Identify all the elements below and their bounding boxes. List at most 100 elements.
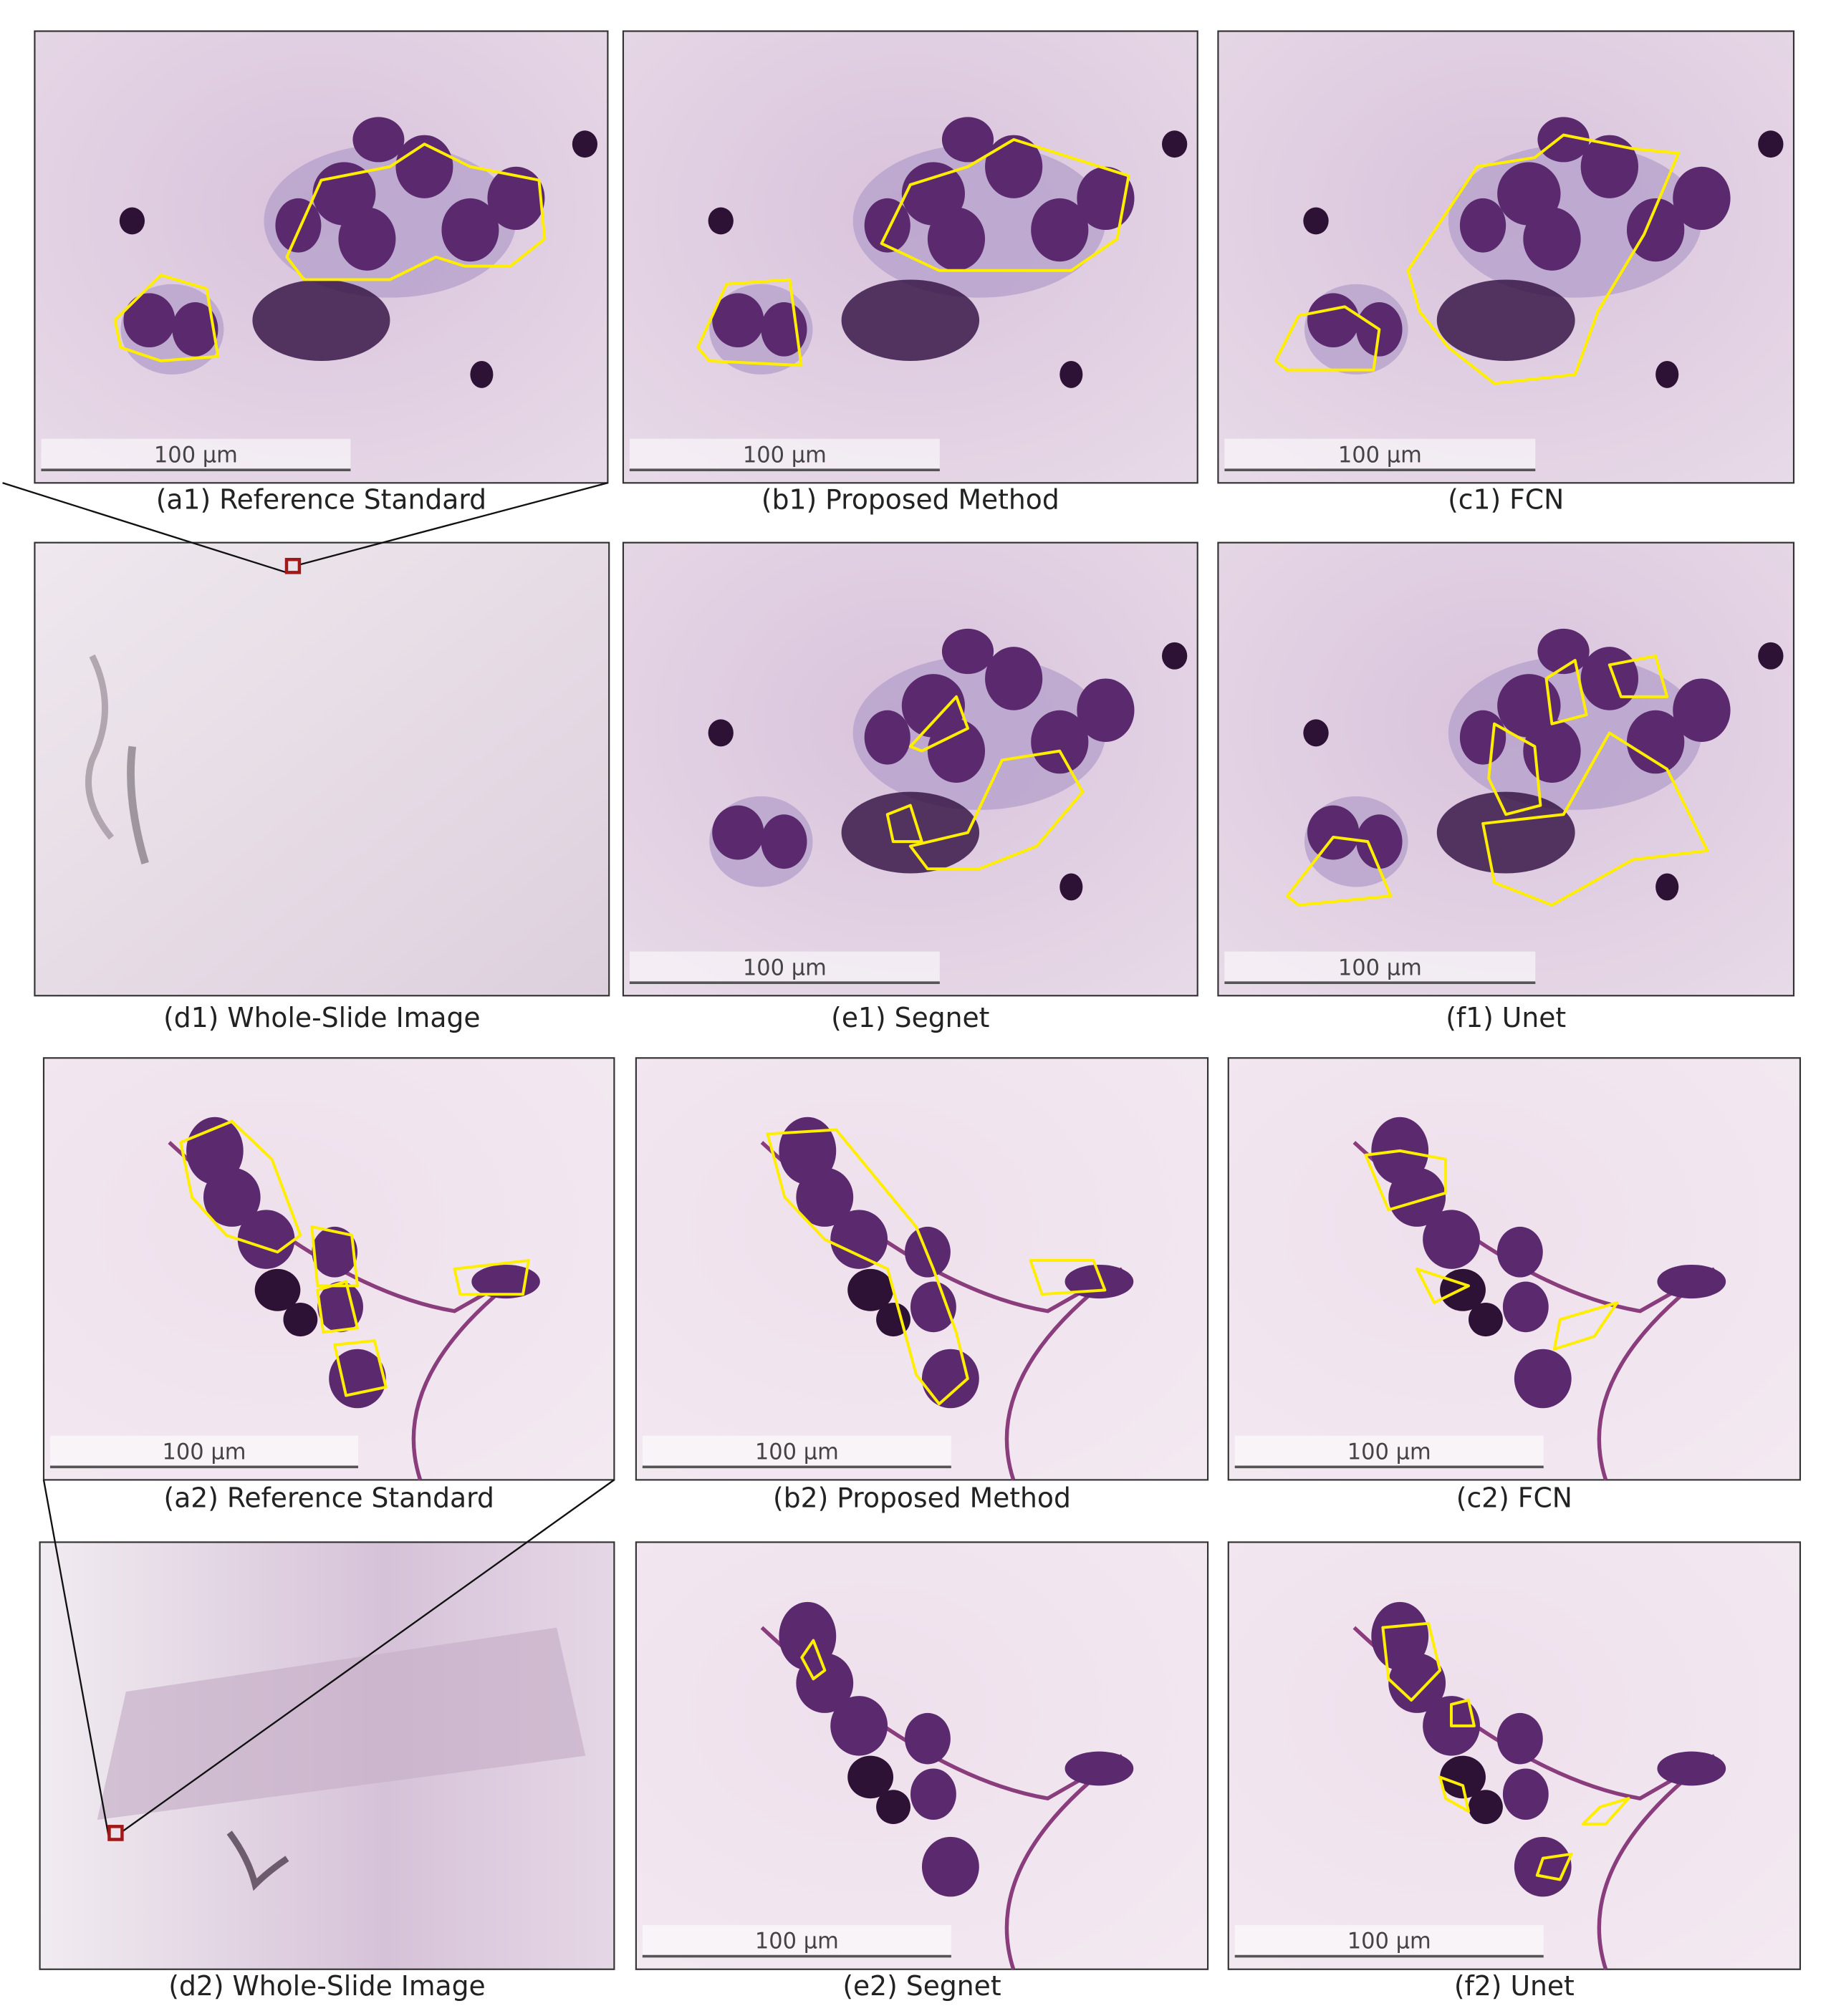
nucleus [1077, 678, 1135, 743]
nucleus [1307, 293, 1360, 348]
nucleus [1657, 1264, 1726, 1299]
nucleus [1657, 1751, 1726, 1786]
figure-panel: (d1) Whole-Slide Image [34, 541, 610, 1033]
dark-nucleus [1758, 642, 1784, 670]
nucleus [1459, 710, 1506, 765]
nucleus [1077, 166, 1135, 231]
nucleus [927, 207, 986, 271]
segmentation-outline [1364, 1149, 1448, 1212]
figure-panel: 100 µm (a1) Reference Standard [34, 30, 609, 516]
scale-bar-bg [642, 1435, 951, 1467]
nucleus [172, 302, 218, 357]
scale-bar-label: 100 µm [743, 443, 827, 468]
scale-bar-label: 100 µm [755, 1929, 839, 1954]
segmentation-outline [113, 274, 220, 362]
nucleus [712, 805, 764, 860]
dark-nucleus [1655, 360, 1679, 388]
nucleus [1673, 166, 1731, 231]
nucleus [1626, 710, 1685, 774]
segmentation-outline [310, 1225, 359, 1288]
scale-bar-bg [642, 1925, 951, 1957]
micrograph [1217, 30, 1795, 484]
nucleus [1580, 135, 1639, 198]
nucleus [1514, 1349, 1572, 1409]
segmentation-outline [1285, 835, 1393, 907]
figure-panel: 100 µm (b2) Proposed Method [635, 1057, 1209, 1514]
debris [1436, 791, 1575, 874]
dark-nucleus [1303, 719, 1329, 747]
segmentation-outline [1406, 133, 1681, 385]
dark-nucleus [1162, 642, 1188, 670]
dark-nucleus [254, 1268, 301, 1311]
nucleus [329, 1349, 386, 1409]
nucleus [1523, 207, 1581, 271]
zoom-connector [42, 1480, 110, 1840]
nucleus [1514, 1836, 1572, 1897]
scale-bar-bg [629, 951, 940, 983]
figure-panel: 100 µm(e1) Segnet [622, 541, 1198, 1033]
nucleus [1031, 198, 1089, 262]
nucleus [985, 647, 1043, 710]
tissue-streak [97, 1627, 586, 1820]
nucleus [1065, 1264, 1134, 1299]
scale-bar-label: 100 µm [755, 1439, 839, 1465]
segmentation-outline [800, 1639, 827, 1681]
nucleus [921, 1836, 979, 1897]
figure-panel: (d2) Whole-Slide Image [39, 1541, 615, 2002]
segmentation-outline [880, 138, 1130, 272]
scale-bar-bg [1224, 438, 1536, 471]
nucleus [1388, 1167, 1446, 1227]
nucleus [123, 293, 176, 348]
figure-panel: 100 µm (c2) FCN [1227, 1057, 1802, 1514]
nucleus [487, 166, 545, 231]
whole-slide [34, 541, 610, 997]
panel-caption: (d1) Whole-Slide Image [163, 1002, 480, 1033]
panel-caption: (c1) FCN [1448, 483, 1564, 515]
debris [841, 791, 980, 874]
figure-panel: 100 µm (b1) Proposed Method [622, 30, 1198, 516]
roi-box [284, 557, 302, 574]
figure-panel: 100 µm (c1) FCN [1217, 30, 1795, 516]
zoom-connector [121, 1479, 615, 1833]
debris [1436, 279, 1575, 361]
nucleus [441, 198, 499, 262]
segmentation-outline [1607, 654, 1669, 698]
scale-bar-bg [1224, 951, 1536, 983]
dark-nucleus [283, 1302, 318, 1337]
nucleus [237, 1210, 295, 1269]
nucleus [1626, 198, 1685, 262]
nucleus [712, 293, 764, 348]
panel-caption: (a2) Reference Standard [164, 1482, 494, 1513]
nucleus [317, 1281, 363, 1333]
scale-bar-bg [1234, 1925, 1544, 1957]
dark-nucleus [470, 360, 494, 388]
nucleus [921, 1349, 979, 1409]
tissue-fold [85, 654, 114, 840]
nucleus [312, 1226, 358, 1278]
segmentation-outline [908, 695, 969, 753]
segmentation-outline [1552, 1301, 1619, 1351]
nucleus [910, 1281, 956, 1333]
dark-nucleus [847, 1755, 894, 1799]
scale-bar-bg [41, 438, 351, 471]
micrograph [1217, 541, 1795, 997]
dark-nucleus [708, 719, 734, 747]
segmentation-outline [885, 804, 923, 844]
nucleus [203, 1167, 261, 1227]
panel-caption: (f1) Unet [1446, 1002, 1566, 1033]
nucleus [779, 1116, 837, 1185]
nucleus [1502, 1768, 1549, 1820]
nucleus [1502, 1281, 1549, 1333]
segmentation-outline [696, 278, 803, 367]
panel-caption: (a1) Reference Standard [156, 483, 486, 515]
nucleus [864, 198, 910, 253]
segmentation-outline [908, 749, 1085, 871]
segmentation-outline [179, 1119, 302, 1254]
nucleus [275, 198, 322, 253]
nucleus [1356, 814, 1403, 869]
zoom-connector [2, 482, 287, 574]
scale-bar-label: 100 µm [154, 443, 238, 468]
panel-caption: (b2) Proposed Method [773, 1482, 1071, 1513]
